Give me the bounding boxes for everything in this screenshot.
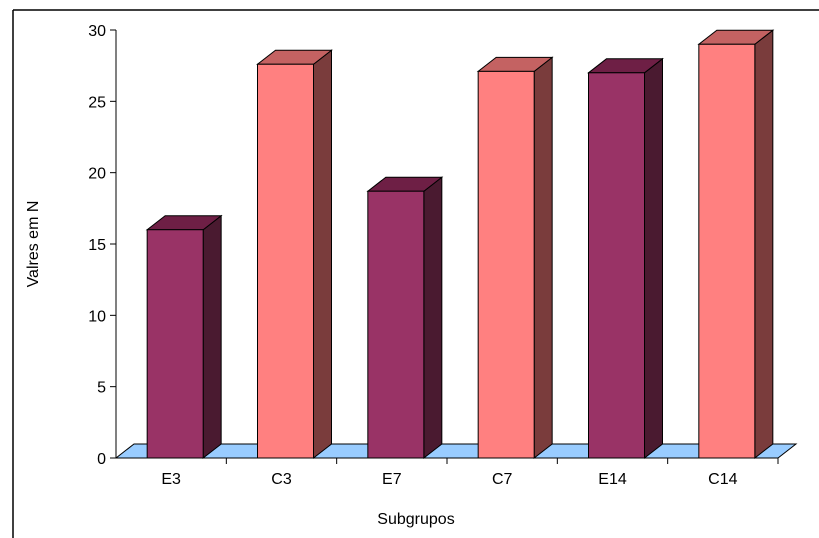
- bars: [145, 29, 775, 460]
- y-axis-title: Valres em N: [25, 201, 42, 288]
- x-tick-label: E7: [382, 471, 402, 488]
- bar-side-face: [202, 214, 222, 460]
- bar-side-face: [533, 56, 553, 460]
- x-tick-label: C14: [708, 471, 737, 488]
- bar-c3: [256, 49, 333, 460]
- y-ticks: 0 5 10 15 20 25 30: [88, 23, 116, 468]
- y-tick-label: 20: [88, 166, 106, 183]
- bar-c7: [476, 56, 554, 460]
- bar-e7: [366, 176, 444, 460]
- bar-c14: [697, 29, 775, 460]
- bar-e14: [587, 57, 664, 460]
- bar-front-face: [367, 190, 425, 459]
- bar-e3: [145, 214, 223, 460]
- x-tick-label: E14: [598, 471, 627, 488]
- y-tick-label: 30: [88, 23, 106, 40]
- bar-front-face: [588, 72, 645, 459]
- y-tick-label: 25: [88, 94, 106, 111]
- y-tick-label: 0: [97, 451, 106, 468]
- x-tick-label: C7: [492, 471, 513, 488]
- bar-front-face: [477, 70, 535, 459]
- y-tick-label: 15: [88, 237, 106, 254]
- bar-front-face: [257, 63, 314, 459]
- y-tick-label: 5: [97, 380, 106, 397]
- bar-front-face: [146, 229, 204, 459]
- bar-front-face: [698, 43, 756, 459]
- x-tick-label: C3: [271, 471, 292, 488]
- x-ticks: E3 C3 E7 C7 E14 C14: [161, 458, 779, 488]
- bar-side-face: [423, 176, 443, 460]
- y-tick-label: 10: [88, 308, 106, 325]
- x-axis-title: Subgrupos: [377, 511, 454, 528]
- bar-side-face: [644, 57, 663, 460]
- bar-side-face: [313, 49, 332, 460]
- bar-side-face: [754, 29, 774, 460]
- x-tick-label: E3: [161, 471, 181, 488]
